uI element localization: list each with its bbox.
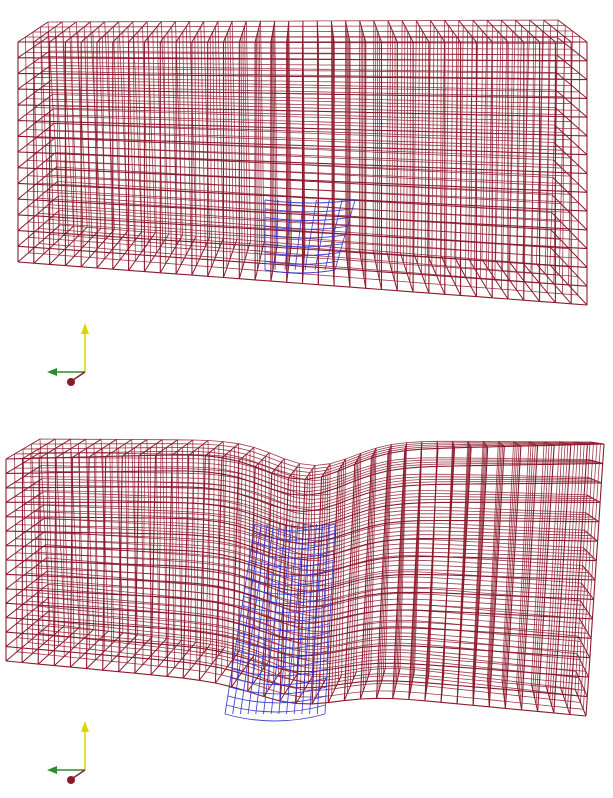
undeformed-mesh-view[interactable] <box>0 0 613 399</box>
orientation-axes-widget <box>47 721 89 784</box>
axis-y-cone-icon <box>81 323 89 334</box>
undeformed-mesh-canvas <box>17 19 588 386</box>
axis-z-line <box>72 371 86 381</box>
deformed-mesh-view[interactable] <box>0 399 613 798</box>
highlighted-region <box>264 199 356 274</box>
axis-y-cone-icon <box>81 721 89 732</box>
orientation-axes-widget <box>47 323 89 386</box>
highlight-lines <box>224 523 336 722</box>
highlighted-region <box>224 523 336 722</box>
axis-z-line <box>72 769 86 779</box>
axis-z-sphere-icon <box>67 378 75 386</box>
axis-z-sphere-icon <box>67 776 75 784</box>
axis-x-cone-icon <box>47 368 57 376</box>
mesh-depth-edges <box>5 438 605 717</box>
mesh-depth-edges <box>17 19 588 306</box>
highlight-lines <box>264 199 356 274</box>
axis-x-cone-icon <box>47 766 57 774</box>
undeformed-mesh-wireframe <box>17 19 588 306</box>
deformed-mesh-canvas <box>5 438 605 784</box>
